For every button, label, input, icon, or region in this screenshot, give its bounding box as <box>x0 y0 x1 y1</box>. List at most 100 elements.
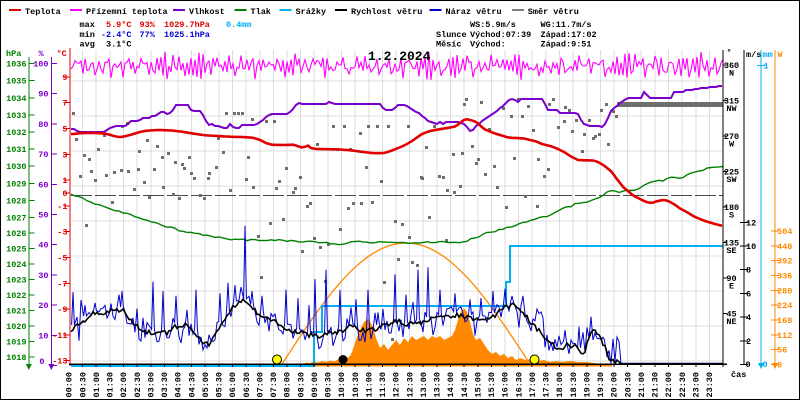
svg-text:1: 1 <box>62 176 67 186</box>
svg-text:0: 0 <box>746 360 751 370</box>
svg-text:280: 280 <box>777 286 792 296</box>
svg-text:E: E <box>729 282 734 292</box>
svg-text:1028: 1028 <box>6 196 26 206</box>
svg-text:Teplota: Teplota <box>25 7 61 17</box>
svg-text:7: 7 <box>62 99 67 109</box>
svg-text:1027: 1027 <box>6 214 26 224</box>
svg-text:112: 112 <box>777 331 792 341</box>
svg-text:Tlak: Tlak <box>251 7 271 17</box>
svg-text:1031: 1031 <box>6 145 26 155</box>
svg-text:1023: 1023 <box>6 276 26 286</box>
svg-text:04:00: 04:00 <box>174 372 184 398</box>
svg-text:13:00: 13:00 <box>419 372 429 398</box>
svg-text:77%: 77% <box>140 30 156 40</box>
svg-text:W: W <box>778 50 784 60</box>
svg-text:270: 270 <box>724 132 739 142</box>
svg-text:2: 2 <box>746 337 751 347</box>
svg-text:SE: SE <box>726 246 736 256</box>
svg-text:1036: 1036 <box>6 60 26 70</box>
svg-text:0: 0 <box>62 189 67 199</box>
svg-text:392: 392 <box>777 257 792 267</box>
svg-text:5: 5 <box>62 125 67 135</box>
svg-text:1035: 1035 <box>6 77 26 87</box>
svg-text:10:30: 10:30 <box>351 372 361 398</box>
svg-text:1026: 1026 <box>6 229 26 239</box>
svg-text:01:00: 01:00 <box>92 372 102 398</box>
svg-text:min: min <box>80 30 95 40</box>
svg-text:-9: -9 <box>57 305 67 315</box>
svg-text:3.1°C: 3.1°C <box>106 40 132 50</box>
svg-text:0: 0 <box>763 360 768 370</box>
svg-text:Vlhkost: Vlhkost <box>189 7 225 17</box>
svg-text:21:00: 21:00 <box>637 372 647 398</box>
svg-text:224: 224 <box>777 301 792 311</box>
svg-text:Slunce: Slunce <box>436 30 467 40</box>
svg-text:45: 45 <box>726 310 736 320</box>
svg-text:21:30: 21:30 <box>651 372 661 398</box>
svg-text:23:30: 23:30 <box>705 372 715 398</box>
svg-text:225: 225 <box>724 168 739 178</box>
svg-text:315: 315 <box>724 97 739 107</box>
svg-text:m/s: m/s <box>746 50 761 60</box>
svg-text:18:30: 18:30 <box>569 372 579 398</box>
svg-text:08:00: 08:00 <box>283 372 293 398</box>
svg-text:17:30: 17:30 <box>542 372 552 398</box>
svg-text:10: 10 <box>746 242 756 252</box>
svg-text:1030: 1030 <box>6 162 26 172</box>
svg-text:1029: 1029 <box>6 179 26 189</box>
svg-text:60: 60 <box>38 180 48 190</box>
svg-text:Přízemní teplota: Přízemní teplota <box>86 7 168 17</box>
svg-text:30: 30 <box>38 271 48 281</box>
svg-text:00:00: 00:00 <box>65 372 75 398</box>
svg-text:20:00: 20:00 <box>610 372 620 398</box>
svg-text:18:00: 18:00 <box>555 372 565 398</box>
svg-text:max: max <box>80 20 95 30</box>
svg-text:03:30: 03:30 <box>160 372 170 398</box>
svg-text:WS:5.9m/s: WS:5.9m/s <box>470 20 516 30</box>
svg-text:06:30: 06:30 <box>242 372 252 398</box>
svg-text:448: 448 <box>777 242 792 252</box>
svg-text:0: 0 <box>39 357 44 367</box>
svg-text:13:30: 13:30 <box>433 372 443 398</box>
svg-text:1033: 1033 <box>6 111 26 121</box>
svg-text:1024: 1024 <box>6 260 26 270</box>
svg-text:čas: čas <box>731 370 746 380</box>
svg-text:%: % <box>39 49 45 59</box>
svg-text:14:30: 14:30 <box>460 372 470 398</box>
svg-text:17:00: 17:00 <box>528 372 538 398</box>
svg-text:-1: -1 <box>57 202 67 212</box>
svg-text:19:00: 19:00 <box>583 372 593 398</box>
svg-text:135: 135 <box>724 239 739 249</box>
svg-text:180: 180 <box>724 203 739 213</box>
svg-text:S: S <box>729 211 734 221</box>
svg-text:09:30: 09:30 <box>324 372 334 398</box>
svg-text:°: ° <box>727 48 732 58</box>
svg-text:9: 9 <box>62 73 67 83</box>
svg-text:1: 1 <box>764 62 769 72</box>
svg-text:20:30: 20:30 <box>623 372 633 398</box>
svg-text:168: 168 <box>777 316 792 326</box>
svg-text:Rychlost větru: Rychlost větru <box>351 7 422 17</box>
svg-text:10:00: 10:00 <box>337 372 347 398</box>
svg-text:90: 90 <box>38 90 48 100</box>
svg-text:00:30: 00:30 <box>78 372 88 398</box>
svg-text:1021: 1021 <box>6 307 26 317</box>
svg-text:NE: NE <box>726 317 736 327</box>
svg-text:WG:11.7m/s: WG:11.7m/s <box>541 20 592 30</box>
svg-text:70: 70 <box>38 150 48 160</box>
svg-text:15:00: 15:00 <box>473 372 483 398</box>
svg-text:mm: mm <box>763 50 773 60</box>
svg-text:-11: -11 <box>52 331 67 341</box>
svg-text:5.9°C: 5.9°C <box>106 20 132 30</box>
svg-text:4: 4 <box>746 313 751 323</box>
svg-text:W: W <box>729 140 735 150</box>
svg-text:11:30: 11:30 <box>378 372 388 398</box>
svg-text:Západ:17:02: Západ:17:02 <box>541 30 597 40</box>
svg-text:-7: -7 <box>57 279 67 289</box>
svg-text:1022: 1022 <box>6 291 26 301</box>
svg-text:360: 360 <box>724 61 739 71</box>
svg-text:1020: 1020 <box>6 322 26 332</box>
svg-text:SW: SW <box>726 175 737 185</box>
svg-text:0.4mm: 0.4mm <box>226 20 252 30</box>
svg-text:40: 40 <box>38 241 48 251</box>
